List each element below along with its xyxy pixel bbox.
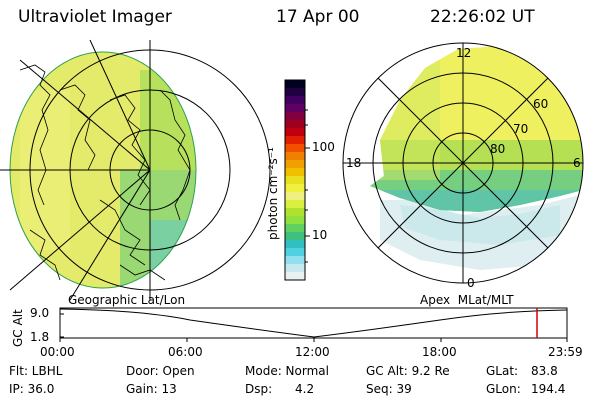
info-mode: Mode: Normal [245,364,329,378]
color-bar-segment [285,120,305,129]
time-ticks [59,338,568,342]
mlt-label-0: 0 [467,276,475,290]
mlt-label-18: 18 [346,156,362,170]
info-glat-label: GLat: [486,364,519,378]
color-bar-segment [285,160,305,169]
time-label-1200: 12:00 [295,345,330,359]
color-bar-segment [285,248,305,257]
info-glat-value: 83.8 [531,364,558,378]
apex-caption: Apex MLat/MLT [420,293,514,307]
color-bar-segment [285,232,305,241]
color-bar-segment [285,128,305,137]
color-bar-segment [285,176,305,185]
mlat-label-60: 60 [533,97,549,111]
info-filter: Flt: LBHL [9,364,63,378]
color-bar-segment [285,264,305,273]
info-door: Door: Open [126,364,195,378]
geographic-caption: Geographic Lat/Lon [68,293,186,307]
time-label-1800: 18:00 [422,345,457,359]
polar-plot [342,42,584,284]
color-bar-segment [285,272,305,281]
mlat-label-80: 80 [490,142,506,156]
time-label: 22:26:02 UT [430,7,535,27]
colorbar-tick-10: 10 [312,228,328,242]
color-bar-segment [285,112,305,121]
alt-tick-high: 9.0 [30,306,50,320]
altitude-plot [59,307,568,342]
app-title: Ultraviolet Imager [18,7,172,27]
info-gain: Gain: 13 [126,382,177,396]
color-bar-ticks [305,109,310,263]
color-bar-segment [285,144,305,153]
colorbar-tick-100: 100 [312,140,335,154]
color-bar-segment [285,200,305,209]
color-bar-segment [285,104,305,113]
color-bar-segment [285,224,305,233]
alt-tick-low: 1.8 [30,330,50,344]
color-bar-segment [285,88,305,97]
color-bar-segment [285,240,305,249]
color-bar-segment [285,136,305,145]
color-bar-segment [285,184,305,193]
info-glon-value: 194.4 [531,382,566,396]
color-bar [285,80,305,281]
mlt-label-6: 6 [573,156,581,170]
mlt-label-12: 12 [456,46,472,60]
info-ip: IP: 36.0 [9,382,55,396]
color-bar-segment [285,208,305,217]
color-bar-segment [285,152,305,161]
time-label-2359: 23:59 [548,345,583,359]
geographic-map [0,39,271,301]
coastlines [19,64,191,281]
mlat-grid [342,42,584,284]
info-glon-label: GLon: [486,382,521,396]
date-label: 17 Apr 00 [276,7,360,27]
mlat-label-70: 70 [513,122,529,136]
time-label-0600: 06:00 [168,345,203,359]
altitude-curve [59,308,568,338]
time-label-0000: 00:00 [40,345,75,359]
color-bar-segment [285,216,305,225]
info-gc-alt: GC Alt: 9.2 Re [366,364,450,378]
color-bar-segment [285,192,305,201]
color-bar-segment [285,256,305,265]
colorbar-unit-label: photon cm⁻²s⁻¹ [266,147,280,240]
info-seq: Seq: 39 [366,382,412,396]
color-bar-segment [285,80,305,89]
color-bar-segment [285,96,305,105]
info-dsp: Dsp: 4.2 [245,382,315,396]
color-bar-frame [284,79,306,281]
altitude-ylabel: GC Alt [11,309,25,347]
color-bar-segment [285,168,305,177]
lat-lon-grid [0,39,271,301]
